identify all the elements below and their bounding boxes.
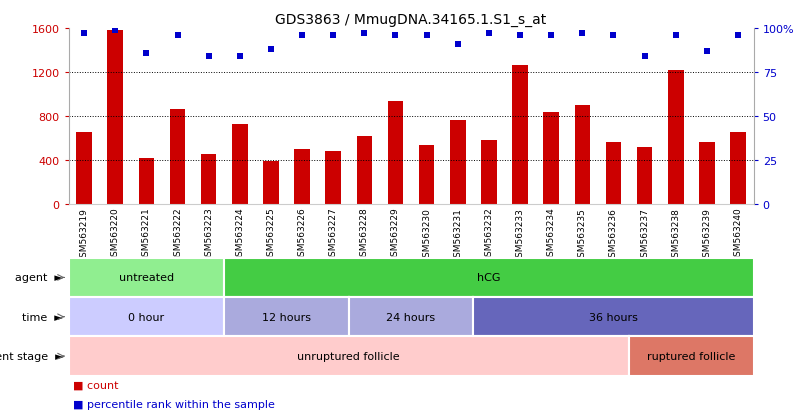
Bar: [481, 141, 496, 204]
Bar: [232, 124, 247, 204]
Text: 0 hour: 0 hour: [128, 312, 164, 322]
Text: 24 hours: 24 hours: [387, 312, 435, 322]
Bar: [668, 71, 683, 204]
Text: ■ percentile rank within the sample: ■ percentile rank within the sample: [73, 399, 274, 409]
Text: ruptured follicle: ruptured follicle: [647, 351, 736, 361]
Bar: [730, 133, 746, 204]
Point: [109, 27, 122, 34]
Point: [607, 33, 620, 39]
Bar: [575, 106, 590, 204]
Bar: [605, 143, 621, 204]
Bar: [388, 101, 403, 204]
Text: hCG: hCG: [477, 273, 501, 283]
Bar: [513, 66, 528, 204]
Point: [77, 31, 90, 38]
Text: 12 hours: 12 hours: [262, 312, 311, 322]
Point: [732, 33, 745, 39]
Point: [171, 33, 184, 39]
Point: [234, 54, 247, 60]
Bar: [77, 133, 92, 204]
Bar: [294, 150, 310, 204]
Point: [296, 33, 309, 39]
Point: [545, 33, 558, 39]
Point: [202, 54, 215, 60]
Title: GDS3863 / MmugDNA.34165.1.S1_s_at: GDS3863 / MmugDNA.34165.1.S1_s_at: [276, 12, 546, 26]
Point: [575, 31, 588, 38]
Point: [264, 47, 277, 53]
Bar: [107, 31, 123, 204]
Bar: [637, 147, 652, 204]
Text: time  ►: time ►: [23, 312, 63, 322]
Point: [700, 48, 713, 55]
Point: [326, 33, 339, 39]
Bar: [170, 110, 185, 204]
Bar: [263, 161, 279, 204]
Point: [389, 33, 402, 39]
Point: [638, 54, 651, 60]
Point: [420, 33, 433, 39]
Point: [451, 41, 464, 48]
Point: [483, 31, 496, 38]
Text: agent  ►: agent ►: [15, 273, 63, 283]
Point: [140, 50, 153, 57]
Bar: [356, 136, 372, 204]
Bar: [201, 155, 217, 204]
Bar: [326, 152, 341, 204]
Bar: [419, 145, 434, 204]
Text: 36 hours: 36 hours: [589, 312, 638, 322]
Bar: [699, 143, 715, 204]
Text: untreated: untreated: [118, 273, 174, 283]
Text: unruptured follicle: unruptured follicle: [297, 351, 400, 361]
Bar: [450, 121, 466, 204]
Point: [358, 31, 371, 38]
Bar: [139, 158, 154, 204]
Bar: [543, 112, 559, 204]
Point: [669, 33, 682, 39]
Point: [513, 33, 526, 39]
Text: ■ count: ■ count: [73, 380, 118, 390]
Text: development stage  ►: development stage ►: [0, 351, 63, 361]
